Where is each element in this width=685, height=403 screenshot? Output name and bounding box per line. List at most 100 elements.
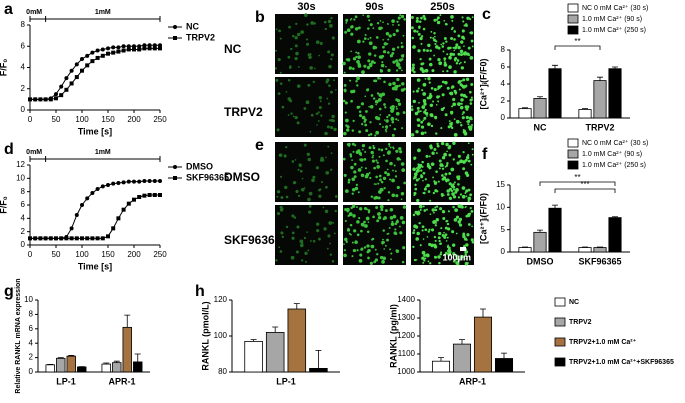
x-tick-label: ARP-1 [459, 376, 486, 386]
cell [431, 151, 435, 155]
cell [372, 46, 376, 50]
cell [330, 53, 334, 57]
cell [453, 218, 458, 222]
y-tick-label: 8 [501, 45, 506, 54]
point [137, 47, 142, 52]
cell [276, 195, 279, 198]
cell [371, 156, 374, 159]
cell [311, 180, 314, 182]
annotation: 1mM [95, 149, 111, 156]
cell [457, 154, 461, 158]
cell [422, 82, 427, 87]
cell [447, 246, 451, 250]
error-bar [113, 360, 120, 363]
cell [420, 16, 423, 20]
cell [464, 253, 467, 256]
cell [419, 110, 422, 113]
cell [381, 92, 386, 97]
cell [382, 238, 384, 241]
cell [356, 233, 360, 237]
cell [361, 122, 364, 126]
cell [327, 50, 331, 54]
cell [330, 58, 333, 61]
cell [398, 147, 402, 151]
cell [462, 111, 465, 114]
cell [382, 50, 387, 54]
cell [467, 159, 471, 163]
y-tick-label: 4 [29, 338, 34, 347]
cell [443, 253, 446, 256]
cell [459, 105, 464, 110]
point [54, 96, 58, 101]
cell [428, 81, 431, 84]
cell [437, 255, 441, 259]
cell [397, 16, 401, 20]
cell [331, 260, 335, 263]
cell [459, 193, 463, 196]
cell [422, 179, 424, 182]
cell [305, 42, 310, 46]
cell [384, 171, 388, 175]
cell [326, 247, 329, 250]
cell [424, 78, 427, 80]
cell [366, 88, 370, 91]
cell [435, 104, 438, 106]
cell [428, 94, 433, 99]
cell [455, 43, 459, 47]
cell [278, 153, 283, 157]
cell [343, 88, 347, 92]
cell [391, 86, 396, 91]
cell [297, 84, 301, 88]
legend-label: 1.0 mM Ca²⁺ (90 s) [582, 15, 642, 23]
cell [381, 61, 384, 64]
legend-label: NC 0 mM Ca²⁺ (30 s) [582, 4, 648, 12]
cell [419, 36, 423, 41]
cell [343, 243, 345, 246]
cell [430, 86, 434, 90]
cell [400, 45, 404, 49]
cell [350, 89, 354, 94]
cell [441, 93, 445, 97]
cell [467, 46, 471, 50]
cell [353, 162, 357, 166]
cell [279, 82, 283, 85]
cell [436, 142, 439, 146]
cell [467, 142, 470, 145]
cell [369, 104, 374, 109]
x-tick-label: 150 [101, 115, 115, 124]
cell [402, 168, 405, 171]
cell [457, 220, 461, 224]
cell [461, 29, 465, 33]
cell [373, 166, 376, 170]
point [132, 47, 136, 52]
cell [454, 91, 458, 95]
cell [364, 33, 367, 37]
legend-marker [173, 36, 177, 40]
bar [66, 355, 76, 373]
cell [368, 105, 370, 108]
cell [384, 209, 388, 213]
cell [412, 231, 415, 235]
cell [427, 43, 431, 48]
y-tick-label: 1400 [397, 295, 415, 304]
cell [428, 57, 432, 61]
cell [438, 239, 441, 243]
cell [342, 99, 346, 103]
point [147, 179, 152, 183]
cell [418, 119, 421, 122]
cell [436, 18, 439, 21]
cell [379, 77, 382, 80]
bar [494, 358, 514, 373]
annotation: 0mM [26, 149, 42, 156]
cell [425, 185, 427, 188]
cell [370, 60, 375, 64]
cell [450, 36, 454, 40]
cell [451, 192, 455, 196]
cell [320, 114, 323, 117]
cell [379, 178, 382, 182]
point [142, 46, 147, 51]
cell [363, 120, 367, 123]
cell [361, 144, 366, 148]
cell [304, 251, 308, 256]
cell [453, 38, 456, 41]
